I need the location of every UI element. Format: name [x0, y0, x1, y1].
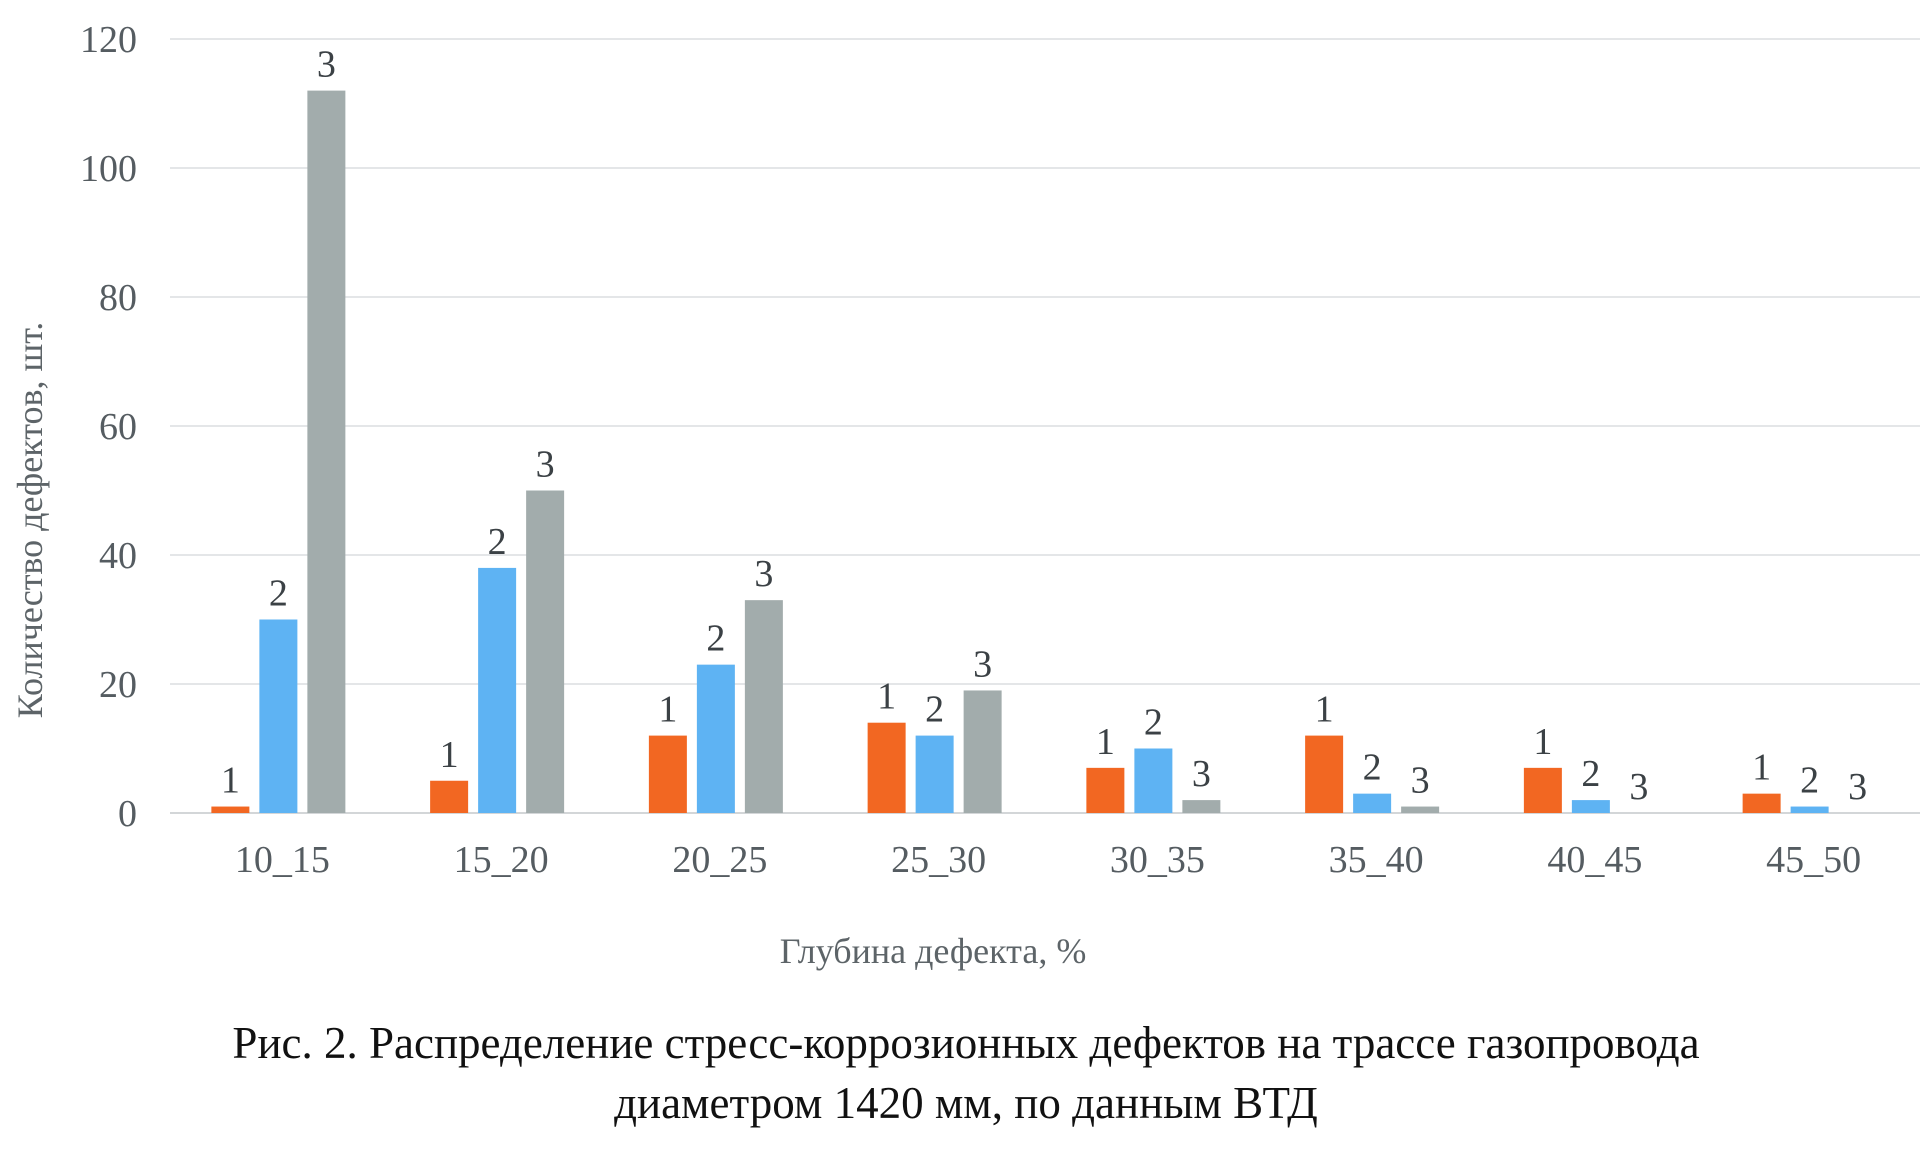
y-tick-label: 40 [99, 535, 137, 577]
figure-caption-line-1: Рис. 2. Распределение стресс-коррозионны… [232, 1018, 1700, 1068]
bar-series-2 [696, 664, 735, 813]
y-tick-label: 20 [99, 664, 137, 706]
data-label: 1 [1315, 689, 1334, 731]
y-tick-label: 60 [99, 406, 137, 448]
y-axis-ticks: 0 20 40 60 80 100 120 [80, 19, 137, 835]
data-label: 2 [706, 618, 725, 660]
data-label: 2 [269, 573, 288, 615]
bar-series-2 [915, 735, 954, 813]
bar-series-3 [526, 490, 565, 813]
data-label: 1 [658, 689, 677, 731]
bar-series-1 [430, 780, 469, 813]
bar-series-3 [1401, 806, 1440, 813]
x-axis-ticks: 10_15 15_20 20_25 25_30 30_35 35_40 40_45 45_50 [235, 839, 1861, 881]
y-tick-label: 100 [80, 148, 137, 190]
bar-series-3 [307, 90, 346, 814]
bar-series-1 [1742, 793, 1781, 813]
bar-series-3 [1182, 800, 1221, 813]
bar-series-1 [1305, 735, 1344, 813]
data-label: 3 [1192, 753, 1211, 795]
bar-series-3 [963, 690, 1002, 813]
x-axis-title: Глубина дефекта, % [780, 931, 1087, 971]
data-label: 1 [877, 676, 896, 718]
x-tick-label: 30_35 [1110, 839, 1205, 881]
data-label: 3 [536, 444, 555, 486]
data-label: 3 [754, 553, 773, 595]
data-label: 2 [1581, 753, 1600, 795]
figure-caption-line-2: диаметром 1420 мм, по данным ВТД [614, 1078, 1318, 1128]
x-tick-label: 40_45 [1547, 839, 1642, 881]
x-tick-label: 10_15 [235, 839, 330, 881]
bar-series-2 [259, 619, 298, 813]
data-label: 2 [488, 521, 507, 563]
bar-series-2 [1790, 806, 1829, 813]
data-label: 3 [973, 643, 992, 685]
bars [211, 90, 1829, 814]
data-label: 1 [1096, 721, 1115, 763]
data-label: 2 [1800, 760, 1819, 802]
data-label: 3 [1629, 766, 1648, 808]
bar-series-1 [1086, 767, 1125, 813]
bar-series-2 [478, 567, 517, 813]
bar-series-1 [1523, 767, 1562, 813]
x-tick-label: 35_40 [1329, 839, 1424, 881]
data-label: 2 [1144, 702, 1163, 744]
gridlines [170, 38, 1920, 814]
data-label: 1 [221, 760, 240, 802]
bar-series-2 [1134, 748, 1173, 813]
data-label: 1 [1752, 747, 1771, 789]
x-tick-label: 45_50 [1766, 839, 1861, 881]
data-label: 3 [1411, 760, 1430, 802]
y-axis-title: Количество дефектов, шт. [10, 322, 50, 718]
y-tick-label: 0 [118, 793, 137, 835]
y-tick-label: 80 [99, 277, 137, 319]
data-label: 1 [1533, 721, 1552, 763]
bar-series-1 [867, 722, 906, 813]
bar-series-1 [648, 735, 687, 813]
data-label: 3 [1848, 766, 1867, 808]
data-label: 2 [925, 689, 944, 731]
data-label: 3 [317, 44, 336, 86]
y-tick-label: 120 [80, 19, 137, 61]
x-tick-label: 15_20 [454, 839, 549, 881]
x-tick-label: 20_25 [672, 839, 767, 881]
bar-series-2 [1353, 793, 1392, 813]
data-label: 2 [1363, 747, 1382, 789]
data-label: 1 [440, 734, 459, 776]
bar-series-3 [744, 600, 783, 813]
bar-series-1 [211, 806, 250, 813]
bar-series-2 [1571, 800, 1610, 813]
x-tick-label: 25_30 [891, 839, 986, 881]
